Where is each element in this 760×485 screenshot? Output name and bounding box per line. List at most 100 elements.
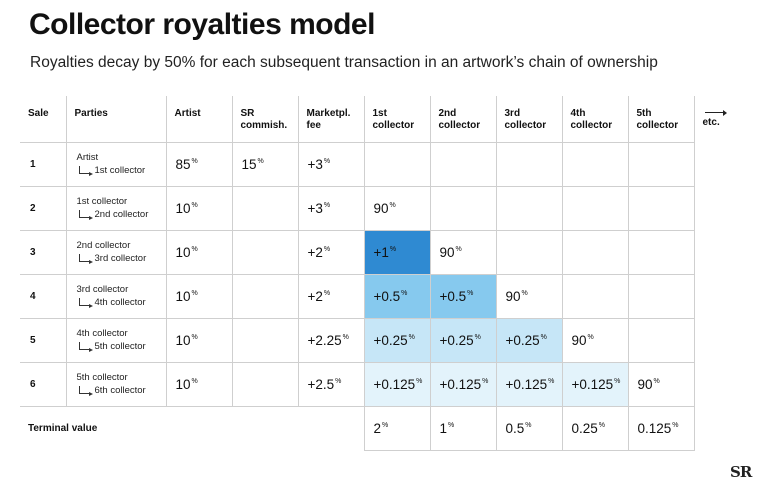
percent-sign: % xyxy=(474,334,481,341)
header-marketplace-fee: Marketpl. fee xyxy=(297,96,365,143)
percent-sign: % xyxy=(540,334,547,341)
header-artist: Artist xyxy=(165,96,233,143)
header-etc-label: etc. xyxy=(702,117,720,128)
cell-value: +0.25 xyxy=(373,332,408,348)
table-row: 2 1st collector 2nd collector 10% +3% 90% xyxy=(20,185,734,231)
terminal-value: 2 xyxy=(373,420,382,436)
percent-sign: % xyxy=(401,290,408,297)
sale-number: 2 xyxy=(20,185,67,231)
cell-value: +0.25 xyxy=(505,332,540,348)
parties-cell: 5th collector 6th collector xyxy=(65,361,167,407)
percent-sign: % xyxy=(323,158,331,165)
sale-number: 5 xyxy=(20,317,67,363)
percent-sign: % xyxy=(672,422,679,429)
parties-cell: 3rd collector 4th collector xyxy=(65,273,167,319)
percent-sign: % xyxy=(382,422,389,429)
header-5th-collector: 5th collector xyxy=(627,96,695,143)
cell-c4: 90% xyxy=(561,317,629,363)
header-sale: Sale xyxy=(20,96,67,143)
cell-value: 90 xyxy=(373,200,389,216)
buyer-line: 6th collector xyxy=(77,385,166,396)
percent-sign: % xyxy=(191,202,198,209)
cell-market: +2.25% xyxy=(297,317,365,363)
cell-market: +3% xyxy=(297,185,365,231)
cell-c3: +0.25% xyxy=(495,317,563,363)
parties-cell: 2nd collector 3rd collector xyxy=(65,229,167,275)
corner-arrow-icon xyxy=(78,210,93,220)
header-2nd-collector: 2nd collector xyxy=(429,96,497,143)
cell-c5: 90% xyxy=(627,361,695,407)
cell-value: +3 xyxy=(307,200,323,216)
percent-sign: % xyxy=(525,422,532,429)
cell-c1: 90% xyxy=(363,185,431,231)
royalties-table: Sale Parties Artist SR commish. Marketpl… xyxy=(20,96,734,451)
header-3rd-collector: 3rd collector xyxy=(495,96,563,143)
terminal-row: Terminal value 2% 1% 0.5% 0.25% 0.125% xyxy=(20,405,734,451)
cell-c1: +0.25% xyxy=(363,317,431,363)
seller-label: 4th collector xyxy=(76,328,128,339)
cell-value: +1 xyxy=(373,244,389,260)
cell-c2: +0.5% xyxy=(429,273,497,319)
cell-sr xyxy=(231,361,299,407)
terminal-value: 0.5 xyxy=(505,420,525,436)
cell-c3: 90% xyxy=(495,273,563,319)
cell-artist: 85% xyxy=(165,141,233,187)
terminal-value-label: Terminal value xyxy=(20,405,365,450)
cell-c4 xyxy=(561,185,629,231)
percent-sign: % xyxy=(548,378,555,385)
header-4th-collector: 4th collector xyxy=(561,96,629,143)
etc-spacer xyxy=(694,186,734,230)
cell-value: +0.125 xyxy=(571,376,614,392)
etc-spacer xyxy=(694,318,734,362)
cell-c4: +0.125% xyxy=(561,361,629,407)
cell-c5 xyxy=(627,229,695,275)
percent-sign: % xyxy=(408,334,415,341)
etc-spacer xyxy=(694,274,734,318)
seller-label: 5th collector xyxy=(76,372,128,383)
cell-value: 10 xyxy=(175,244,191,260)
sale-number: 4 xyxy=(20,273,67,319)
percent-sign: % xyxy=(191,290,198,297)
percent-sign: % xyxy=(191,378,198,385)
etc-spacer xyxy=(694,142,734,186)
terminal-c5: 0.125% xyxy=(627,405,695,451)
buyer-line: 3rd collector xyxy=(77,253,166,264)
percent-sign: % xyxy=(587,334,594,341)
cell-value: 10 xyxy=(175,376,191,392)
corner-arrow-icon xyxy=(78,254,93,264)
percent-sign: % xyxy=(335,378,342,385)
cell-artist: 10% xyxy=(165,361,233,407)
cell-c1: +0.5% xyxy=(363,273,431,319)
sale-number: 3 xyxy=(20,229,67,275)
buyer-label: 5th collector xyxy=(94,341,146,352)
cell-c5 xyxy=(627,185,695,231)
parties-cell: 1st collector 2nd collector xyxy=(65,185,167,231)
buyer-label: 1st collector xyxy=(94,165,146,176)
cell-market: +2% xyxy=(297,273,365,319)
page-title: Collector royalties model xyxy=(29,8,375,41)
header-1st-collector: 1st collector xyxy=(363,96,431,143)
cell-value: +0.125 xyxy=(373,376,416,392)
cell-value: 15 xyxy=(241,156,257,172)
percent-sign: % xyxy=(416,378,423,385)
cell-value: +0.125 xyxy=(439,376,482,392)
etc-spacer xyxy=(694,406,734,450)
percent-sign: % xyxy=(598,422,606,429)
cell-value: 90 xyxy=(505,288,521,304)
cell-c3 xyxy=(495,185,563,231)
cell-c5 xyxy=(627,317,695,363)
buyer-label: 3rd collector xyxy=(94,253,147,264)
terminal-c3: 0.5% xyxy=(495,405,563,451)
cell-c2: 90% xyxy=(429,229,497,275)
terminal-c2: 1% xyxy=(429,405,497,451)
buyer-label: 6th collector xyxy=(94,385,146,396)
percent-sign: % xyxy=(482,378,489,385)
cell-c5 xyxy=(627,141,695,187)
cell-sr xyxy=(231,317,299,363)
cell-market: +2% xyxy=(297,229,365,275)
cell-artist: 10% xyxy=(165,273,233,319)
cell-artist: 10% xyxy=(165,185,233,231)
arrow-right-icon xyxy=(704,109,727,116)
buyer-label: 2nd collector xyxy=(94,209,149,220)
percent-sign: % xyxy=(448,422,455,429)
